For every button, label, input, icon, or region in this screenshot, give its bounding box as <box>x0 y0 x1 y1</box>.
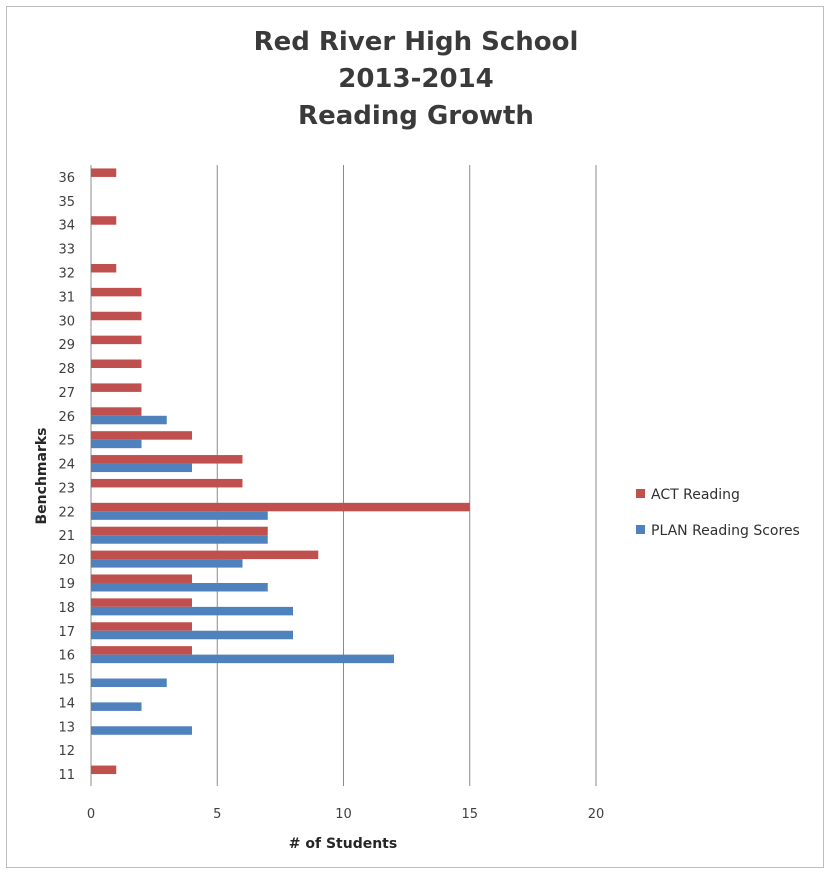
bar-act-17 <box>91 622 192 631</box>
bar-plan-22 <box>91 511 268 520</box>
bar-plan-15 <box>91 678 167 688</box>
x-tick-labels: 0 5 10 15 20 <box>87 807 604 822</box>
bar-act-22 <box>91 502 470 512</box>
y-tick-label: 12 <box>58 744 75 759</box>
bar-plan-20 <box>91 559 243 568</box>
bar-plan-18 <box>91 606 293 616</box>
y-tick-label: 14 <box>58 696 75 711</box>
legend: ACT Reading PLAN Reading Scores <box>636 487 800 539</box>
bar-act-21 <box>91 526 268 536</box>
legend-label-plan: PLAN Reading Scores <box>651 523 800 539</box>
bar-act-30 <box>91 311 142 321</box>
bar-plan-25 <box>91 439 142 449</box>
bar-plan-17 <box>91 630 293 640</box>
y-tick-label: 31 <box>58 290 75 305</box>
y-tick-label: 36 <box>58 171 75 186</box>
y-tick-label: 33 <box>58 243 75 258</box>
bar-act-36 <box>91 168 117 177</box>
x-axis-title: # of Students <box>289 836 397 852</box>
x-tick-label: 10 <box>335 807 352 822</box>
bar-plan-26 <box>91 415 167 425</box>
bar-act-28 <box>91 359 142 369</box>
y-tick-label: 25 <box>58 434 75 449</box>
y-tick-label: 23 <box>58 481 75 496</box>
chart-title-line-1: Red River High School <box>253 27 579 57</box>
y-tick-label: 20 <box>58 553 75 568</box>
y-tick-label: 27 <box>58 386 75 401</box>
bar-act-26 <box>91 407 142 416</box>
bar-act-18 <box>91 598 192 607</box>
chart-title-line-3: Reading Growth <box>298 101 534 131</box>
y-tick-label: 35 <box>58 195 75 210</box>
y-tick-label: 16 <box>58 649 75 664</box>
legend-swatch-plan <box>636 525 645 534</box>
y-tick-label: 32 <box>58 266 75 281</box>
y-tick-label: 29 <box>58 338 75 353</box>
bar-act-25 <box>91 431 192 440</box>
bar-plan-14 <box>91 702 142 711</box>
x-tick-label: 5 <box>213 807 221 822</box>
bar-plan-21 <box>91 535 268 544</box>
y-tick-label: 13 <box>58 720 75 735</box>
bar-act-34 <box>91 216 117 225</box>
x-tick-label: 20 <box>588 807 605 822</box>
y-tick-label: 34 <box>58 219 75 234</box>
y-tick-label: 18 <box>58 601 75 616</box>
gridlines <box>90 165 597 786</box>
bar-act-16 <box>91 646 192 655</box>
legend-label-act: ACT Reading <box>651 487 740 503</box>
bar-act-29 <box>91 335 142 345</box>
x-tick-label: 0 <box>87 807 95 822</box>
bar-act-31 <box>91 287 142 297</box>
y-tick-label: 24 <box>58 458 75 473</box>
y-tick-label: 28 <box>58 362 75 377</box>
y-axis-title: Benchmarks <box>34 428 50 525</box>
x-tick-label: 15 <box>461 807 478 822</box>
bar-plan-16 <box>91 654 394 664</box>
y-tick-label: 21 <box>58 529 75 544</box>
y-tick-label: 11 <box>58 768 75 783</box>
y-tick-label: 17 <box>58 625 75 640</box>
bar-act-11 <box>91 765 117 775</box>
legend-swatch-act <box>636 489 645 498</box>
chart-title: Red River High School 2013-2014 Reading … <box>0 24 832 135</box>
bars <box>91 168 470 775</box>
y-tick-label: 22 <box>58 505 75 520</box>
bar-plan-24 <box>91 463 192 473</box>
bar-act-32 <box>91 263 117 273</box>
bar-plan-13 <box>91 726 192 735</box>
y-tick-label: 30 <box>58 314 75 329</box>
bar-act-27 <box>91 383 142 392</box>
y-tick-label: 19 <box>58 577 75 592</box>
bar-act-24 <box>91 455 243 464</box>
bar-act-20 <box>91 550 319 560</box>
bar-act-23 <box>91 478 243 488</box>
y-tick-labels: 11 12 13 14 15 16 17 18 19 20 21 22 23 24 25 26 27 28 29 30… <box>58 171 75 783</box>
bar-plan-19 <box>91 582 268 592</box>
bar-act-19 <box>91 574 192 583</box>
y-tick-label: 26 <box>58 410 75 425</box>
chart-title-line-2: 2013-2014 <box>338 64 494 94</box>
y-tick-label: 15 <box>58 673 75 688</box>
